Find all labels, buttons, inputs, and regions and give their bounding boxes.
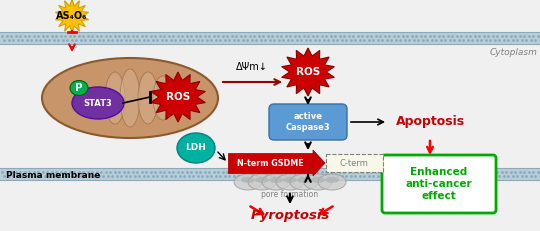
Text: Apoptosis: Apoptosis [395,116,464,128]
Bar [0,32,540,44]
Text: Pyroptosis: Pyroptosis [251,209,329,222]
FancyBboxPatch shape [326,154,383,172]
Text: Enhanced
anti-cancer
effect: Enhanced anti-cancer effect [406,167,472,201]
Text: active
Caspase3: active Caspase3 [286,112,330,132]
Polygon shape [282,48,334,96]
Ellipse shape [255,177,269,183]
Ellipse shape [276,174,304,190]
Ellipse shape [70,80,88,95]
Text: LDH: LDH [186,143,206,152]
Polygon shape [56,0,89,33]
Ellipse shape [325,177,339,183]
Ellipse shape [72,87,124,119]
Text: pore formation: pore formation [261,190,319,199]
Text: Cytoplasm: Cytoplasm [489,48,537,57]
Text: Plasma membrane: Plasma membrane [6,171,100,180]
Polygon shape [151,72,205,122]
Ellipse shape [138,72,158,124]
Text: ROS: ROS [296,67,320,77]
Bar [228,153,313,173]
Ellipse shape [241,177,255,183]
Ellipse shape [318,174,346,190]
Text: ΔΨm↓: ΔΨm↓ [236,62,268,72]
Ellipse shape [105,72,125,124]
Ellipse shape [290,174,318,190]
Ellipse shape [269,177,283,183]
Ellipse shape [262,174,290,190]
Ellipse shape [234,174,262,190]
Ellipse shape [120,69,140,127]
Text: ROS: ROS [166,92,190,102]
Text: STAT3: STAT3 [84,98,112,107]
Text: P: P [75,83,83,93]
Polygon shape [313,150,325,176]
Ellipse shape [304,174,332,190]
Ellipse shape [283,177,297,183]
Ellipse shape [248,174,276,190]
Ellipse shape [311,177,325,183]
FancyBboxPatch shape [269,104,347,140]
Text: C-term: C-term [340,158,368,167]
Ellipse shape [297,177,311,183]
Ellipse shape [42,58,218,138]
Ellipse shape [153,76,173,120]
Text: AS₄O₆: AS₄O₆ [56,11,87,21]
Text: N-term GSDME: N-term GSDME [237,158,303,167]
Ellipse shape [177,133,215,163]
Bar [0,168,540,180]
FancyBboxPatch shape [382,155,496,213]
